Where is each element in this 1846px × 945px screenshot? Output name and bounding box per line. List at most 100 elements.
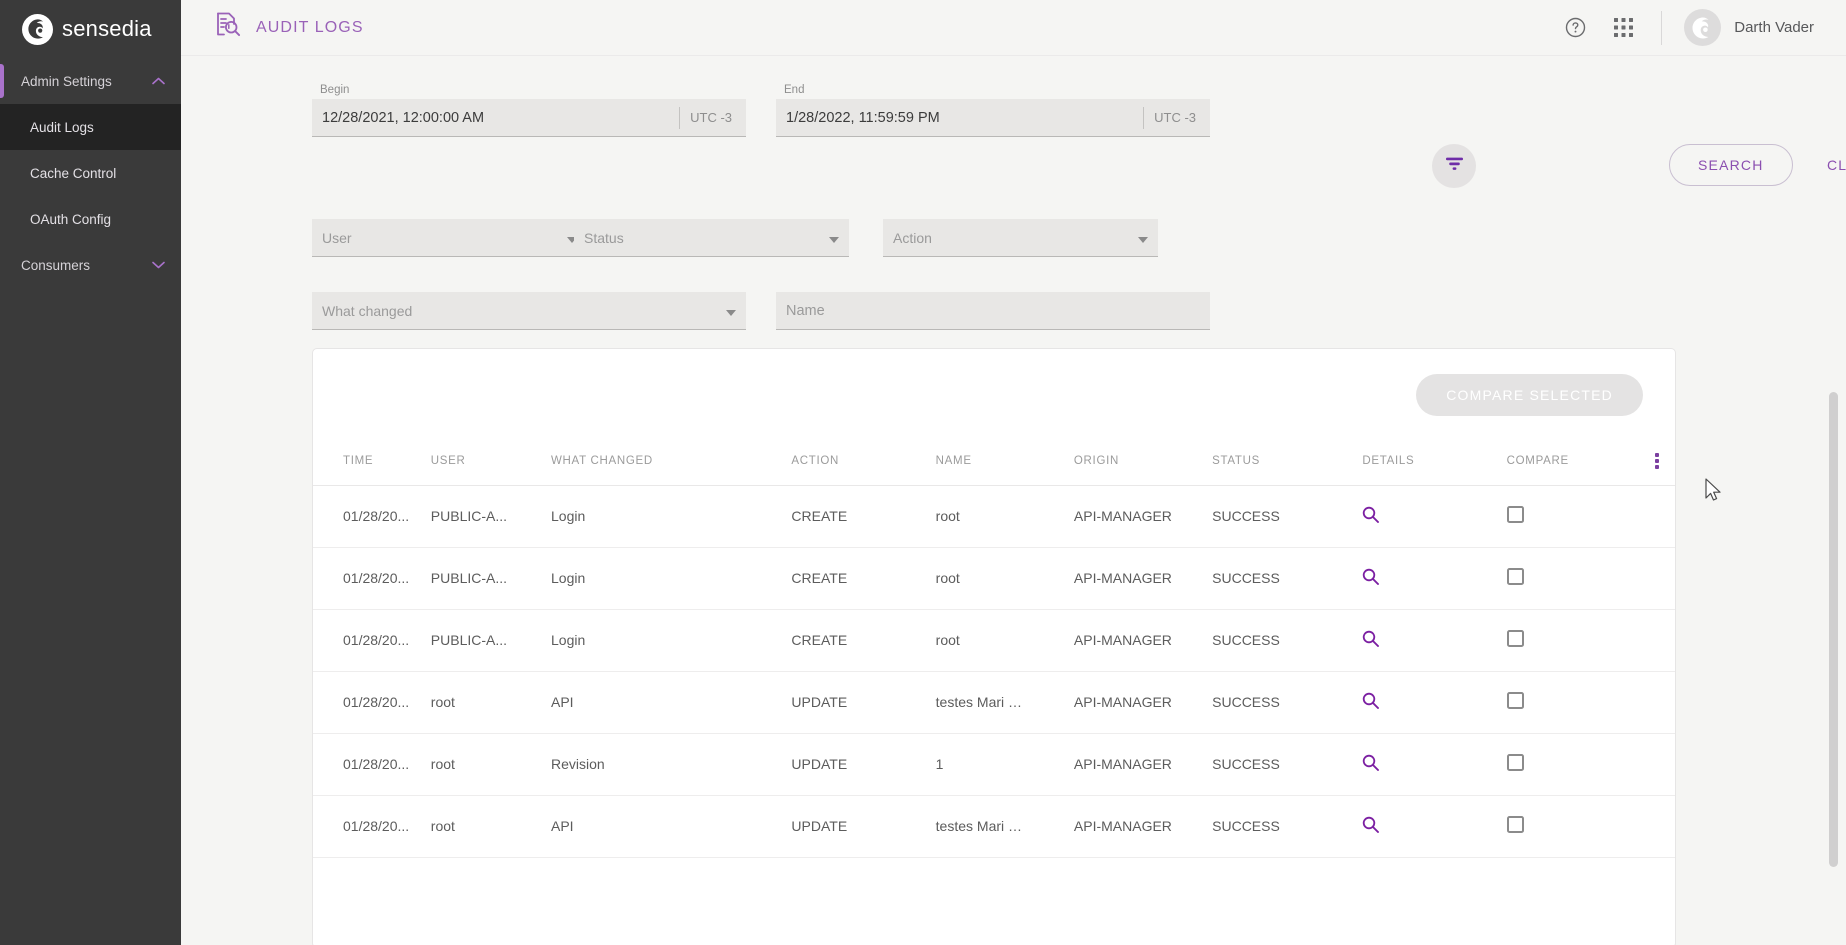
column-header-user[interactable]: USER xyxy=(430,441,551,486)
chevron-down-icon xyxy=(829,230,839,246)
user-select[interactable]: User xyxy=(312,219,587,257)
compare-checkbox[interactable] xyxy=(1506,754,1524,771)
cell-name: root xyxy=(935,547,1074,610)
compare-selected-button[interactable]: COMPARE SELECTED xyxy=(1416,374,1643,416)
name-input[interactable]: Name xyxy=(776,292,1210,330)
sidebar-item-label-cache-control: Cache Control xyxy=(30,165,117,181)
advanced-filter-button[interactable] xyxy=(1432,144,1476,188)
cell-name: 1 xyxy=(935,733,1074,796)
compare-checkbox[interactable] xyxy=(1506,630,1524,647)
table-row[interactable]: 01/28/20... PUBLIC-A... Login CREATE root API… xyxy=(313,547,1675,610)
column-header-what-changed[interactable]: WHAT CHANGED xyxy=(551,441,792,486)
audit-logs-table: TIME USER WHAT CHANGED ACTION NAME ORIGI… xyxy=(313,441,1675,858)
end-datetime-value: 1/28/2022, 11:59:59 PM xyxy=(786,109,940,126)
sidebar-group-label-consumers: Consumers xyxy=(21,257,91,273)
column-header-time[interactable]: TIME xyxy=(313,441,431,486)
cell-status: SUCCESS xyxy=(1212,485,1363,548)
table-row[interactable]: 01/28/20... root API UPDATE testes Mari … API… xyxy=(313,795,1675,858)
table-row[interactable]: 01/28/20... PUBLIC-A... Login CREATE root API… xyxy=(313,609,1675,672)
table-row[interactable]: 01/28/20... root Revision UPDATE 1 API-MANAGE… xyxy=(313,733,1675,796)
compare-checkbox[interactable] xyxy=(1506,692,1524,709)
audit-logs-table-card: COMPARE SELECTED TIME USER WHAT CHANGED … xyxy=(312,348,1676,945)
search-button[interactable]: SEARCH xyxy=(1669,144,1793,186)
cell-user: PUBLIC-A... xyxy=(430,547,551,610)
user-select-value: User xyxy=(322,229,352,246)
cell-compare xyxy=(1506,609,1639,672)
cell-name: testes Mari … xyxy=(935,671,1074,734)
table-header-row: TIME USER WHAT CHANGED ACTION NAME ORIGI… xyxy=(313,441,1675,486)
cell-details xyxy=(1362,671,1507,734)
vertical-scrollbar-track[interactable] xyxy=(1829,56,1842,945)
what-changed-select[interactable]: What changed xyxy=(312,292,746,330)
sidebar-group-consumers[interactable]: Consumers xyxy=(0,242,181,288)
sidebar-item-oauth-config[interactable]: OAuth Config xyxy=(0,196,181,242)
cell-user: root xyxy=(430,671,551,734)
cell-compare xyxy=(1506,547,1639,610)
column-header-status[interactable]: STATUS xyxy=(1212,441,1363,486)
sidebar-item-audit-logs[interactable]: Audit Logs xyxy=(0,104,181,150)
cell-action: UPDATE xyxy=(791,733,936,796)
cell-what-changed: Login xyxy=(551,485,792,548)
column-header-details[interactable]: DETAILS xyxy=(1362,441,1507,486)
magnifier-icon[interactable] xyxy=(1362,568,1380,588)
begin-datetime-input[interactable]: 12/28/2021, 12:00:00 AM UTC -3 xyxy=(312,99,746,137)
cell-status: SUCCESS xyxy=(1212,609,1363,672)
cell-user: PUBLIC-A... xyxy=(430,609,551,672)
apps-grid-icon[interactable] xyxy=(1599,4,1647,52)
cell-compare xyxy=(1506,485,1639,548)
magnifier-icon[interactable] xyxy=(1362,754,1380,774)
magnifier-icon[interactable] xyxy=(1362,816,1380,836)
cell-what-changed: Revision xyxy=(551,733,792,796)
clear-button[interactable]: CLEAR xyxy=(1811,144,1846,186)
cell-user: PUBLIC-A... xyxy=(430,485,551,548)
column-header-origin[interactable]: ORIGIN xyxy=(1073,441,1213,486)
end-tz-divider xyxy=(1143,106,1145,129)
filter-funnel-icon xyxy=(1445,156,1464,177)
what-changed-select-value: What changed xyxy=(322,302,413,319)
compare-checkbox[interactable] xyxy=(1506,568,1524,585)
table-row[interactable]: 01/28/20... root API UPDATE testes Mari … API… xyxy=(313,671,1675,734)
end-datetime-input[interactable]: 1/28/2022, 11:59:59 PM UTC -3 xyxy=(776,99,1210,137)
cell-origin: API-MANAGER xyxy=(1073,547,1213,610)
table-row[interactable]: 01/28/20... PUBLIC-A... Login CREATE root API… xyxy=(313,485,1675,548)
begin-datetime-value: 12/28/2021, 12:00:00 AM xyxy=(322,109,485,126)
column-header-name[interactable]: NAME xyxy=(935,441,1074,486)
topbar-actions: Darth Vader xyxy=(1551,4,1820,52)
cell-compare xyxy=(1506,795,1639,858)
sensedia-logo-icon xyxy=(22,13,53,45)
sidebar-item-label-oauth-config: OAuth Config xyxy=(30,211,112,227)
table-head: TIME USER WHAT CHANGED ACTION NAME ORIGI… xyxy=(313,441,1675,486)
compare-checkbox[interactable] xyxy=(1506,506,1524,523)
kebab-menu-icon[interactable] xyxy=(1639,453,1675,469)
brand-logo-block[interactable]: sensedia xyxy=(0,0,181,58)
chevron-up-icon xyxy=(152,75,165,88)
main-content: AUDIT LOGS xyxy=(181,0,1846,945)
magnifier-icon[interactable] xyxy=(1362,692,1380,712)
magnifier-icon[interactable] xyxy=(1362,506,1380,526)
cell-status: SUCCESS xyxy=(1212,671,1363,734)
cell-action: CREATE xyxy=(791,547,936,610)
cell-origin: API-MANAGER xyxy=(1073,485,1213,548)
brand-name: sensedia xyxy=(62,16,152,41)
topbar: AUDIT LOGS xyxy=(181,0,1846,56)
column-header-action[interactable]: ACTION xyxy=(791,441,936,486)
action-select[interactable]: Action xyxy=(883,219,1158,257)
sidebar-group-admin-settings[interactable]: Admin Settings xyxy=(0,58,181,104)
vertical-scrollbar-thumb[interactable] xyxy=(1829,392,1838,867)
magnifier-icon[interactable] xyxy=(1362,630,1380,650)
cell-user: root xyxy=(430,733,551,796)
cell-compare xyxy=(1506,733,1639,796)
begin-label: Begin xyxy=(320,84,350,96)
help-circle-icon[interactable] xyxy=(1551,4,1599,52)
cell-origin: API-MANAGER xyxy=(1073,609,1213,672)
cell-time: 01/28/20... xyxy=(313,733,431,796)
cell-what-changed: Login xyxy=(551,547,792,610)
sidebar-item-cache-control[interactable]: Cache Control xyxy=(0,150,181,196)
cell-details xyxy=(1362,733,1507,796)
cell-origin: API-MANAGER xyxy=(1073,795,1213,858)
column-header-compare[interactable]: COMPARE xyxy=(1506,441,1639,486)
user-menu[interactable]: Darth Vader xyxy=(1684,9,1820,46)
compare-checkbox[interactable] xyxy=(1506,816,1524,833)
sidebar-group-label-admin-settings: Admin Settings xyxy=(21,73,112,89)
status-select[interactable]: Status xyxy=(574,219,849,257)
